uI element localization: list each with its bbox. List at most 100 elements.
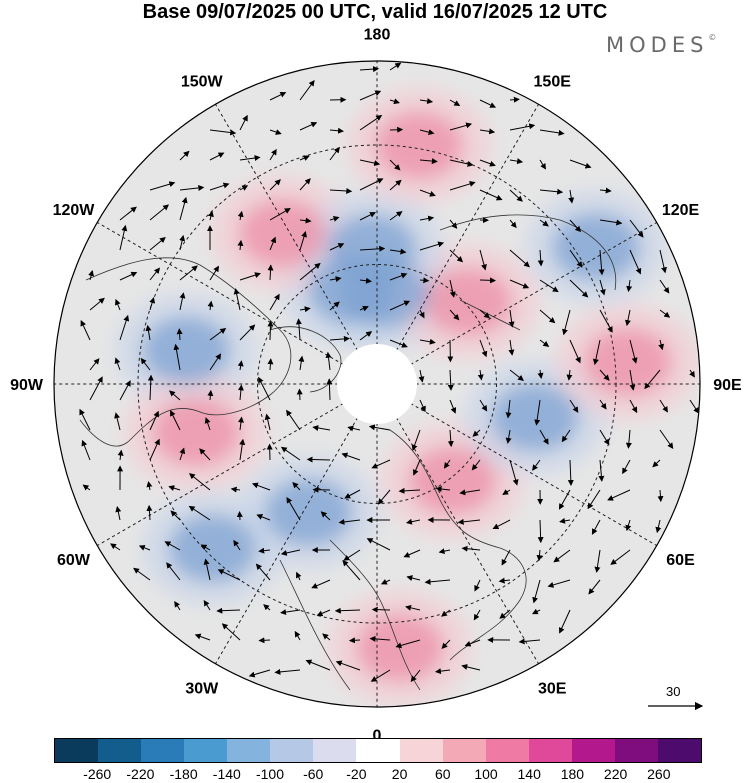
wind-arrow [449, 99, 461, 106]
wind-arrow [286, 409, 301, 431]
wind-arrow [553, 549, 571, 563]
wind-arrow [443, 459, 451, 469]
wind-arrow [117, 449, 124, 461]
colorbar-tick-label: -140 [212, 766, 241, 782]
meridian-line [395, 417, 539, 664]
longitude-label: 180 [364, 27, 391, 44]
wind-arrow [237, 384, 244, 401]
negative-anomaly [168, 514, 257, 583]
wind-arrow [299, 121, 318, 131]
wind-arrow [170, 510, 181, 521]
wind-arrow [518, 638, 541, 645]
wind-arrow [449, 399, 457, 414]
wind-arrow [509, 158, 524, 165]
colorbar-swatch [270, 739, 314, 762]
wind-arrow [299, 306, 311, 313]
wind-arrow [449, 159, 474, 167]
wind-arrow [179, 292, 186, 311]
wind-arrow [359, 277, 372, 284]
anomaly-field [114, 87, 700, 706]
wind-arrow [335, 660, 361, 671]
wind-arrow [239, 438, 246, 461]
wind-arrow [406, 575, 421, 581]
wind-arrow [403, 549, 421, 558]
graticule [54, 61, 700, 707]
wind-arrow [359, 212, 376, 221]
wind-arrow [447, 369, 454, 391]
wind-arrow [237, 210, 244, 221]
colorbar-swatch [657, 739, 701, 762]
wind-arrow [230, 486, 241, 493]
wind-arrow [588, 579, 601, 595]
wind-arrow [299, 217, 312, 224]
wind-arrow [252, 482, 271, 491]
wind-arrow [457, 518, 481, 525]
wind-arrow [89, 358, 100, 371]
wind-arrow [237, 416, 244, 431]
wind-arrow [334, 607, 361, 614]
wind-arrow [569, 399, 579, 413]
longitude-label: 120W [53, 202, 96, 219]
wind-arrow [89, 376, 103, 401]
wind-arrow [146, 504, 153, 521]
wind-arrow [629, 399, 638, 414]
wind-arrow [472, 429, 481, 437]
wind-arrow [207, 300, 214, 311]
wind-arrow [599, 187, 612, 194]
wind-arrow [194, 633, 211, 641]
wind-arrow [449, 181, 476, 191]
wind-arrow [464, 639, 481, 647]
longitude-label: 30E [538, 681, 567, 698]
wind-arrow [655, 519, 662, 534]
longitude-label: 120E [662, 202, 700, 219]
wind-arrow [176, 328, 183, 341]
wind-arrow [179, 234, 186, 251]
wind-arrow [629, 249, 642, 275]
colorbar-tick-label: 180 [560, 766, 585, 782]
wind-arrow [179, 184, 205, 191]
colorbar-swatch [571, 739, 615, 762]
wind-arrow [652, 459, 661, 468]
wind-arrow [280, 549, 301, 556]
wind-arrow [366, 538, 391, 551]
wind-arrow [207, 210, 214, 221]
wind-arrow [599, 429, 610, 446]
wind-arrow [133, 567, 151, 581]
wind-arrow [119, 224, 128, 251]
wind-arrow [509, 279, 530, 289]
wind-arrow [539, 309, 556, 324]
meridian-line [410, 402, 657, 546]
wind-arrow [419, 98, 434, 105]
negative-anomaly [552, 213, 641, 282]
colorbar-swatch [356, 739, 400, 762]
wind-arrow [274, 668, 301, 675]
wind-arrow [449, 122, 473, 131]
wind-arrow [568, 189, 575, 204]
longitude-label: 150W [181, 73, 224, 90]
wind-arrow [419, 241, 445, 251]
wind-arrow [209, 265, 220, 281]
colorbar-swatch [98, 739, 142, 762]
wind-arrow [377, 489, 391, 505]
colorbar-tick-label: -260 [83, 766, 112, 782]
meridian-line [395, 104, 539, 351]
wind-arrow [561, 429, 571, 443]
wind-arrow [505, 399, 512, 419]
longitude-label: 0 [373, 727, 382, 744]
wind-arrow [217, 569, 241, 581]
wind-arrow [82, 484, 91, 491]
wind-arrow [371, 606, 391, 613]
wind-arrow [179, 447, 186, 461]
wind-arrow [599, 279, 606, 296]
meridian-line [215, 104, 359, 351]
reference-vector [648, 701, 704, 711]
wind-arrow [149, 204, 170, 221]
wind-arrow [341, 452, 361, 461]
wind-arrow [347, 425, 361, 432]
longitude-label: 90E [713, 377, 742, 394]
positive-anomaly [375, 111, 464, 180]
longitude-label: 30W [185, 681, 219, 698]
wind-arrow [380, 579, 391, 585]
wind-arrow [368, 424, 391, 431]
colorbar-ticks: -260 -220 -180 -140 -100 -60 -20 20 60 100 140 180 2… [54, 766, 702, 783]
